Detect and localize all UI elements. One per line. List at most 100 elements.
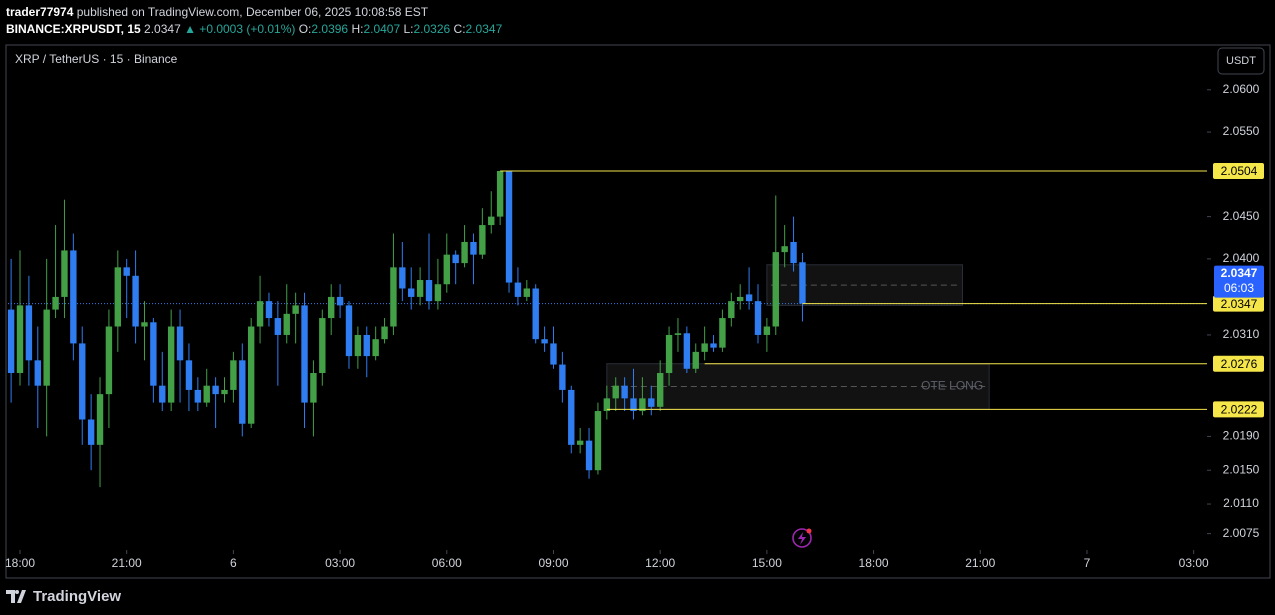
candle-body (434, 284, 442, 302)
candle-body (665, 334, 673, 374)
candle-body (737, 296, 744, 302)
chart-legend: XRP / TetherUS · 15 · Binance (15, 52, 178, 66)
candle-body (114, 267, 122, 327)
ohlc-value: 2.0396 (311, 22, 349, 36)
y-tick-label: 2.0450 (1223, 209, 1260, 223)
level-label: 2.0276 (1221, 357, 1258, 371)
candle-body (728, 301, 735, 319)
candle-body (328, 296, 335, 319)
brand: TradingView (33, 588, 121, 605)
candle-body (541, 339, 548, 344)
candle-body (576, 440, 584, 445)
candle-body (799, 262, 806, 304)
candle-body (123, 267, 130, 276)
x-tick-label: 18:00 (5, 556, 35, 570)
candle-body (132, 275, 139, 327)
level-tag (1213, 355, 1264, 372)
ohlc-value: 2.0407 (363, 22, 401, 36)
ohlc-value: 2.0347 (465, 22, 503, 36)
candle-body (194, 389, 202, 403)
candle-body (203, 385, 210, 403)
candle-body (763, 326, 771, 335)
countdown: 06:03 (1224, 281, 1254, 295)
ohlc-key: H: (351, 22, 364, 36)
candle-body (167, 326, 175, 403)
candle-body (310, 373, 317, 403)
candle-body (496, 170, 504, 217)
candle-body (648, 398, 655, 407)
zone-label: OTE LONG (921, 379, 983, 393)
candle-body (781, 246, 788, 253)
zones: OTE LONG (606, 264, 990, 410)
candle-body (230, 360, 237, 390)
candle-body (256, 301, 264, 327)
candle-body (185, 360, 193, 390)
candle-body (532, 288, 539, 340)
candle-body (372, 339, 379, 357)
chart-frame (5, 44, 1271, 579)
level-label: 2.0347 (1221, 297, 1258, 311)
candle-body (354, 334, 362, 357)
x-tick-label: 6 (230, 556, 237, 570)
candle-body (221, 389, 228, 395)
candle-body (390, 267, 397, 327)
level-label: 2.0504 (1221, 164, 1258, 178)
candle-body (363, 334, 370, 357)
candle-body (212, 385, 219, 395)
alert-dot (806, 528, 812, 534)
y-tick-label: 2.0075 (1223, 526, 1260, 540)
x-tick-label: 21:00 (112, 556, 142, 570)
candle-body (710, 343, 717, 348)
candle-body (630, 398, 637, 412)
ohlc-value: 2.0326 (413, 22, 451, 36)
candle-body (514, 282, 522, 297)
candle-body (701, 343, 708, 352)
candle-body (488, 216, 495, 226)
y-tick-label: 2.0550 (1223, 124, 1260, 138)
candle-body (301, 305, 308, 403)
candle-body (674, 333, 682, 335)
ohlc-key: O: (298, 22, 312, 36)
candle-body (265, 301, 273, 319)
currency-button[interactable] (1217, 47, 1265, 75)
candle-body (745, 294, 753, 302)
candle-body (7, 309, 15, 374)
candle-body (568, 389, 575, 445)
candle-body (61, 250, 68, 297)
candle-body (479, 225, 486, 255)
alert-icon[interactable] (792, 528, 812, 548)
candle-body (461, 241, 468, 264)
candle-body (345, 305, 353, 357)
candle-body (603, 398, 611, 412)
x-tick-label: 09:00 (538, 556, 568, 570)
level-tag (1213, 401, 1264, 418)
header-line-2: BINANCE:XRPUSDT, 15 2.0347 ▲ +0.0003 (+0… (6, 22, 502, 36)
candle-body (239, 360, 246, 424)
candle-body (79, 343, 86, 420)
y-tick-label: 2.0190 (1223, 429, 1260, 443)
candle-body (87, 419, 95, 445)
level-tag (1213, 295, 1264, 312)
candle-body (443, 254, 450, 285)
alert-bolt (798, 532, 806, 545)
candle-body (754, 301, 762, 335)
x-tick-label: 15:00 (752, 556, 782, 570)
currency-label: USDT (1226, 55, 1256, 67)
symbol: BINANCE:XRPUSDT, 15 (6, 22, 141, 36)
candle-body (594, 411, 602, 471)
candle-body (70, 250, 77, 344)
candle-body (719, 318, 726, 348)
last-price-label: 2.0347 (1221, 266, 1258, 280)
logo-shape (6, 590, 26, 603)
y-tick-label: 2.0150 (1223, 462, 1260, 476)
candle-body (416, 280, 424, 297)
last-price-tag (1214, 265, 1264, 298)
candle-body (452, 254, 459, 264)
candle-body (470, 241, 477, 255)
candle-body (52, 296, 59, 310)
x-tick-label: 12:00 (645, 556, 675, 570)
candle-body (523, 288, 531, 297)
candle-body (25, 305, 33, 361)
